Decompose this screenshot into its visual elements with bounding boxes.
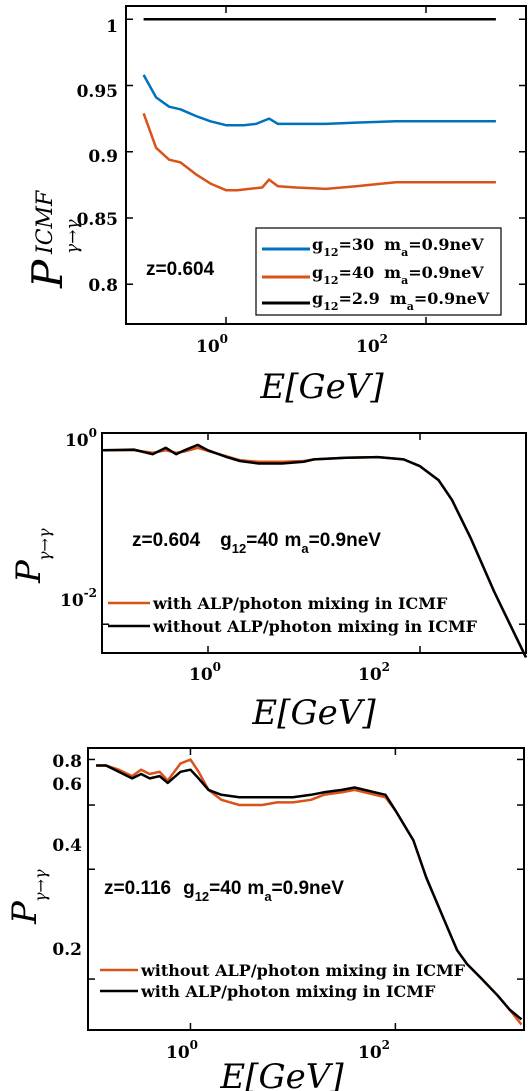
y-axis-label: P γ→γ [5,869,50,925]
legend: g12=30 ma=0.9neV g12=40 ma=0.9neV g12=2.9 m… [255,227,502,316]
x-tick-label: 100 [166,1038,198,1063]
x-tick-label: 102 [358,1038,390,1063]
svg-text:P: P [5,900,45,925]
annotation: z=0.604 [146,259,215,280]
x-axis-label: E[GeV] [259,367,384,407]
y-axis-label: P γ→γ [9,528,54,584]
legend-entry: with ALP/photon mixing in ICMF [100,982,436,1001]
series-layer [142,18,496,192]
svg-text:P: P [9,559,49,584]
x-tick-label: 102 [358,660,390,685]
plot-area [87,747,525,1031]
svg-text:γ→γ: γ→γ [31,869,50,902]
axis-ticks [88,748,524,1030]
series-line [101,443,528,658]
svg-text:γ→γ: γ→γ [63,219,83,254]
svg-text:with ALP/photon mixing in ICMF: with ALP/photon mixing in ICMF [152,594,448,613]
annotation: z=0.604 g12=40 ma=0.9neV [132,530,381,556]
y-tick-label: 0.9 [88,147,118,167]
series-line [142,74,496,127]
y-tick-label: 0.2 [52,940,82,960]
plot-area [125,5,527,325]
annotation: z=0.116 g12=40 ma=0.9neV [104,878,344,904]
y-tick-label: 0.85 [77,210,118,230]
axis-ticks [102,432,526,653]
chart-panel-3: 0.2 0.4 0.6 0.8 100 102 E[GeV] P γ→γ z=0… [5,747,525,1091]
legend: with ALP/photon mixing in ICMF without A… [108,594,478,636]
chart-panel-2: 100 10-2 100 102 E[GeV] P γ→γ z=0.604 g12… [9,426,528,733]
svg-text:with ALP/photon mixing in ICMF: with ALP/photon mixing in ICMF [140,982,436,1001]
series-line [142,112,496,192]
series-line [96,764,523,1021]
legend-entry: g12=40 ma=0.9neV [262,263,484,287]
legend-entry: g12=2.9 ma=0.9neV [262,289,490,313]
svg-text:without ALP/photon mixing in I: without ALP/photon mixing in ICMF [140,961,466,980]
y-tick-label: 0.6 [52,775,82,795]
y-tick-label: 0.8 [88,276,118,296]
y-tick-label: 1 [106,17,118,37]
x-axis-label: E[GeV] [251,693,376,733]
y-tick-label: 0.95 [77,82,118,102]
svg-text:g12=2.9ma=0.9neV: g12=2.9 ma=0.9neV [312,289,490,313]
svg-text:γ→γ: γ→γ [35,528,54,561]
series-layer [96,758,523,1026]
x-tick-label: 102 [356,332,388,357]
legend: without ALP/photon mixing in ICMF with A… [100,961,466,1001]
series-layer [101,443,528,658]
legend-box [255,227,502,316]
legend-entry: without ALP/photon mixing in ICMF [100,961,466,980]
x-tick-label: 100 [189,660,221,685]
legend-entry: g12=30 ma=0.9neV [262,235,484,259]
y-tick-label: 100 [65,426,97,451]
plot-area [101,432,527,654]
y-tick-label: 0.8 [52,752,82,772]
svg-text:P: P [23,259,72,289]
svg-text:without ALP/photon mixing in I: without ALP/photon mixing in ICMF [152,617,478,636]
x-axis-label: E[GeV] [219,1057,344,1091]
y-tick-label: 10-2 [60,586,97,611]
y-axis-label: P ICMF γ→γ [23,190,83,289]
x-tick-label: 100 [196,332,228,357]
chart-panel-1: 0.8 0.85 0.9 0.95 1 100 102 E[GeV] P ICM… [23,5,527,407]
legend-entry: with ALP/photon mixing in ICMF [108,594,448,613]
svg-text:ICMF: ICMF [33,190,58,255]
axis-ticks [126,6,526,324]
y-tick-label: 0.4 [52,836,82,856]
legend-entry: without ALP/photon mixing in ICMF [108,617,478,636]
